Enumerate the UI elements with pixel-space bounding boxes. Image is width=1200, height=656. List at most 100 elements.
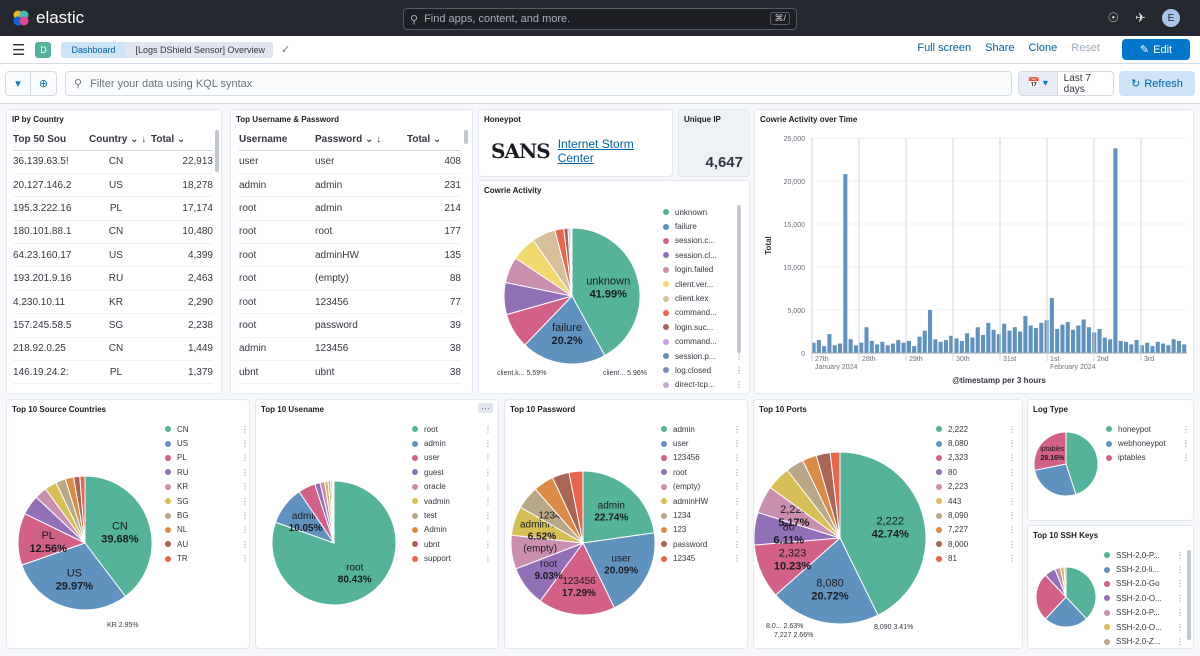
legend-options-icon[interactable]: ⋮	[735, 365, 743, 375]
legend-options-icon[interactable]: ⋮	[1176, 579, 1184, 589]
legend-options-icon[interactable]: ⋮	[733, 511, 741, 521]
bar[interactable]	[975, 327, 980, 353]
legend-item[interactable]: PL ⋮	[165, 451, 249, 465]
pie-slice-b[interactable]	[1044, 596, 1088, 628]
bar[interactable]	[864, 327, 869, 353]
legend-item[interactable]: failure⋮	[663, 219, 743, 233]
bar[interactable]	[869, 340, 874, 353]
bar[interactable]	[875, 344, 880, 353]
pie-slice-a[interactable]	[1065, 566, 1097, 620]
scrollbar[interactable]	[1187, 550, 1191, 640]
legend-item[interactable]: command...⋮	[663, 335, 743, 349]
bar[interactable]	[1150, 346, 1155, 353]
legend-item[interactable]: SSH-2.0-li... ⋮	[1104, 562, 1184, 576]
bar[interactable]	[917, 336, 922, 353]
legend-options-icon[interactable]: ⋮	[1176, 565, 1184, 575]
edit-button[interactable]: ✎ Edit	[1122, 39, 1190, 60]
legend-item[interactable]: 12345 ⋮	[661, 552, 741, 566]
elastic-logo[interactable]: elastic	[12, 8, 84, 28]
bar[interactable]	[1134, 340, 1139, 353]
pie-slice-iptables[interactable]	[1033, 431, 1067, 471]
legend-item[interactable]: 443 ⋮	[936, 494, 1016, 508]
col-header[interactable]: Username	[239, 130, 315, 151]
legend-item[interactable]: 2,223 ⋮	[936, 480, 1016, 494]
bar[interactable]	[1145, 342, 1150, 353]
legend-options-icon[interactable]: ⋮	[241, 467, 249, 477]
menu-icon[interactable]: ☰	[12, 41, 26, 59]
bar[interactable]	[1007, 330, 1012, 353]
legend-options-icon[interactable]: ⋮	[733, 539, 741, 549]
bar[interactable]	[890, 343, 896, 353]
legend-options-icon[interactable]: ⋮	[484, 554, 492, 564]
legend-item[interactable]: direct-tcp... ⋮	[663, 378, 743, 392]
bar[interactable]	[949, 335, 954, 353]
legend-item[interactable]: Admin ⋮	[412, 523, 492, 537]
legend-item[interactable]: 8,090 ⋮	[936, 508, 1016, 522]
legend-item[interactable]: SSH-2.0-Go ⋮	[1104, 577, 1184, 591]
legend-item[interactable]: AU ⋮	[165, 537, 249, 551]
legend-item[interactable]: RU ⋮	[165, 465, 249, 479]
legend-item[interactable]: session.cl...⋮	[663, 248, 743, 262]
col-header[interactable]: Password ⌄ ↓	[315, 130, 407, 151]
legend-options-icon[interactable]: ⋮	[733, 525, 741, 535]
scrollbar[interactable]	[737, 205, 741, 353]
legend-item[interactable]: CN ⋮	[165, 422, 249, 436]
legend-options-icon[interactable]: ⋮	[1176, 622, 1184, 632]
bar[interactable]	[986, 322, 991, 353]
pie-slice-user[interactable]	[582, 532, 656, 609]
legend-options-icon[interactable]: ⋮	[241, 453, 249, 463]
legend-item[interactable]: admin ⋮	[661, 422, 741, 436]
calendar-icon[interactable]: 📅 ▾	[1019, 72, 1058, 95]
bar[interactable]	[1171, 339, 1176, 353]
bar[interactable]	[1108, 339, 1113, 353]
bar[interactable]	[1086, 327, 1091, 353]
internet-storm-center-link[interactable]: Internet Storm Center	[557, 137, 634, 165]
legend-item[interactable]: user ⋮	[412, 451, 492, 465]
legend-options-icon[interactable]: ⋮	[1008, 511, 1016, 521]
legend-item[interactable]: vadmin ⋮	[412, 494, 492, 508]
legend-options-icon[interactable]: ⋮	[484, 482, 492, 492]
kql-search-input[interactable]: ⚲ Filter your data using KQL syntax	[65, 71, 1012, 96]
legend-options-icon[interactable]: ⋮	[241, 554, 249, 564]
bar[interactable]	[938, 341, 943, 353]
bar[interactable]	[837, 343, 843, 353]
filter-menu-icon[interactable]: ▾	[6, 72, 32, 95]
pie-slice-123456[interactable]	[539, 542, 616, 616]
legend-item[interactable]: admin ⋮	[412, 436, 492, 450]
reset-button[interactable]: Reset	[1071, 42, 1100, 54]
legend-item[interactable]: root ⋮	[661, 465, 741, 479]
pie-slice-failure[interactable]	[524, 295, 606, 365]
bar[interactable]	[1176, 340, 1182, 353]
pie-slice-admin[interactable]	[582, 470, 655, 544]
pie-slice-support[interactable]	[332, 480, 335, 544]
date-picker[interactable]: 📅 ▾ Last 7 days	[1018, 71, 1114, 96]
pie-slice-webhoneypot[interactable]	[1034, 463, 1077, 497]
legend-options-icon[interactable]: ⋮	[1008, 525, 1016, 535]
bar[interactable]	[822, 346, 827, 353]
bar[interactable]	[959, 340, 964, 353]
legend-options-icon[interactable]: ⋮	[733, 496, 741, 506]
legend-options-icon[interactable]: ⋮	[241, 482, 249, 492]
legend-options-icon[interactable]: ⋮	[1176, 608, 1184, 618]
pie-slice-c[interactable]	[1035, 574, 1067, 620]
legend-item[interactable]: root ⋮	[412, 422, 492, 436]
bar[interactable]	[1182, 344, 1187, 353]
legend-options-icon[interactable]: ⋮	[735, 351, 743, 361]
bar[interactable]	[885, 345, 890, 353]
legend-item[interactable]: login.suc...⋮	[663, 320, 743, 334]
legend-options-icon[interactable]: ⋮	[484, 453, 492, 463]
bar[interactable]	[1081, 319, 1086, 353]
bar[interactable]	[880, 341, 885, 353]
full-screen-button[interactable]: Full screen	[917, 42, 972, 54]
legend-options-icon[interactable]: ⋮	[1182, 439, 1190, 449]
legend-item[interactable]: 7,227 ⋮	[936, 523, 1016, 537]
scrollbar[interactable]	[215, 130, 219, 172]
legend-item[interactable]: SSH-2.0-O... ⋮	[1104, 591, 1184, 605]
legend-options-icon[interactable]: ⋮	[484, 511, 492, 521]
bar[interactable]	[853, 345, 858, 353]
legend-options-icon[interactable]: ⋮	[1008, 482, 1016, 492]
legend-item[interactable]: 8,080 ⋮	[936, 436, 1016, 450]
legend-item[interactable]: log.closed ⋮	[663, 363, 743, 377]
legend-options-icon[interactable]: ⋮	[1008, 539, 1016, 549]
bar[interactable]	[1055, 328, 1060, 353]
